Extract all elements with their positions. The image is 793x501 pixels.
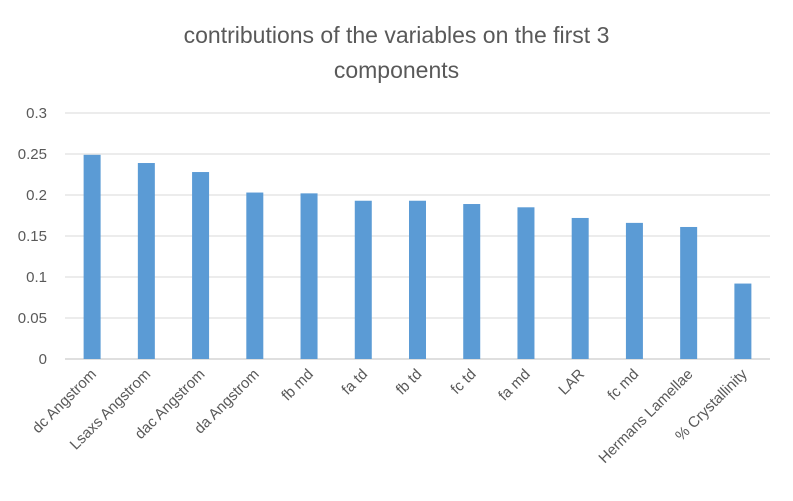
bars <box>83 154 752 359</box>
bar <box>300 193 318 359</box>
y-axis-ticks: 0 0.05 0.1 0.15 0.2 0.25 0.3 <box>18 105 47 368</box>
bar <box>137 163 155 359</box>
x-category-label: fb md <box>278 366 317 405</box>
x-category-label: fc md <box>604 366 642 404</box>
bar <box>409 200 426 359</box>
y-tick-label: 0.05 <box>18 310 47 327</box>
bar <box>83 154 101 359</box>
x-category-label: fa md <box>495 366 534 405</box>
bar <box>625 222 643 359</box>
y-tick-label: 0.3 <box>26 105 47 122</box>
y-tick-label: 0.1 <box>26 269 47 286</box>
y-tick-label: 0 <box>39 351 47 368</box>
bar <box>517 207 535 359</box>
x-category-label: fb td <box>393 366 426 399</box>
chart-title: contributions of the variables on the fi… <box>183 22 610 83</box>
bar <box>246 192 264 359</box>
x-category-label: LAR <box>555 366 588 399</box>
y-tick-label: 0.15 <box>18 228 47 245</box>
bar <box>354 200 372 359</box>
bar <box>734 283 752 359</box>
x-category-label: fa td <box>338 366 371 399</box>
bar <box>680 226 698 359</box>
y-tick-label: 0.25 <box>18 146 47 163</box>
bar <box>571 217 589 359</box>
bar <box>192 172 210 359</box>
x-category-label: Hermans Lamellae <box>595 366 696 467</box>
bar <box>463 204 481 359</box>
y-tick-label: 0.2 <box>26 187 47 204</box>
x-category-label: fc td <box>447 366 479 398</box>
